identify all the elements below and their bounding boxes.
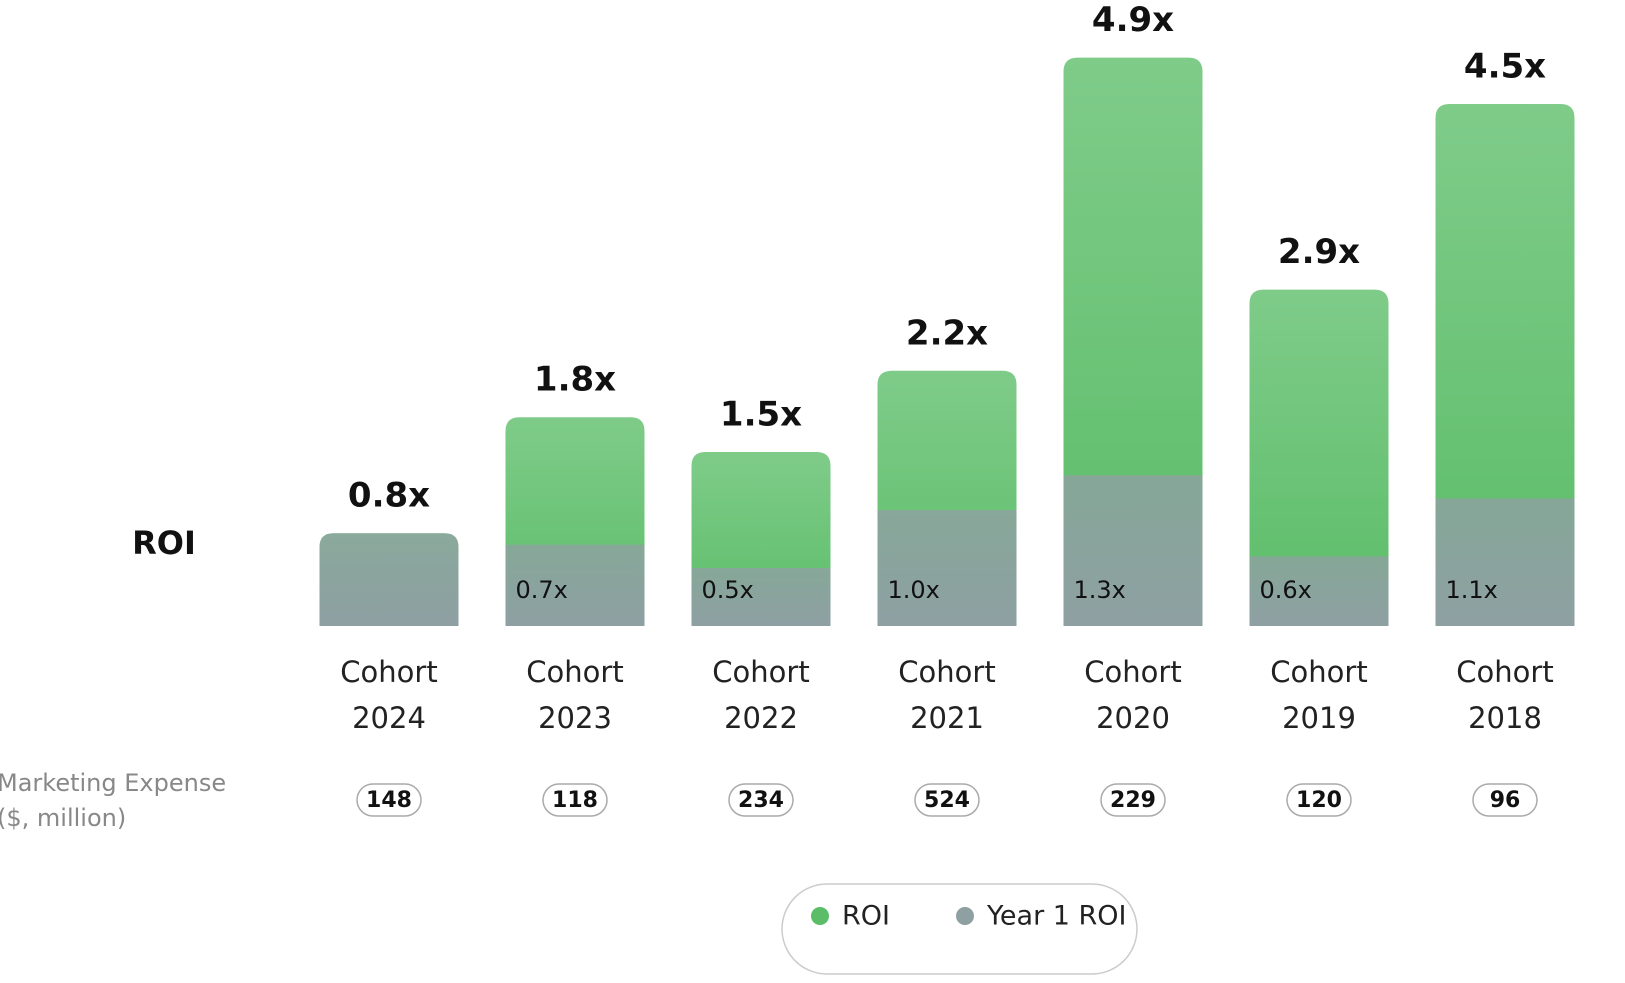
expense-pill (728, 783, 794, 817)
year1-label: 1.1x (1446, 576, 1498, 604)
year1-label: 0.7x (516, 576, 568, 604)
year1-bar (1435, 498, 1575, 626)
expense-pill (542, 783, 608, 817)
expense-pill (356, 783, 422, 817)
category-label: Cohort 2023 (526, 655, 624, 735)
expense-value: 234 (738, 788, 784, 813)
year1-label: 0.5x (702, 576, 754, 604)
roi-label: 2.2x (906, 313, 988, 353)
expense-value: 120 (1296, 788, 1342, 813)
legend-dot (811, 907, 829, 925)
year1-label: 0.6x (1260, 576, 1312, 604)
year1-bar (691, 568, 831, 626)
roi-bar (1435, 104, 1575, 626)
roi-label: 1.5x (720, 395, 802, 435)
category-label: Cohort 2021 (898, 655, 996, 735)
category-label: Cohort 2024 (340, 655, 438, 735)
roi-label: 0.8x (348, 476, 430, 516)
expense-value: 148 (366, 788, 412, 813)
legend-dot (956, 907, 974, 925)
year1-label: 1.3x (1074, 576, 1126, 604)
legend-label: ROI (842, 901, 890, 932)
year1-bar (1249, 556, 1389, 626)
category-label: Cohort 2020 (1084, 655, 1182, 735)
roi-label: 4.5x (1464, 47, 1546, 87)
expense-pill (1472, 783, 1538, 817)
year1-bar (877, 510, 1017, 626)
expense-value: 96 (1490, 788, 1521, 813)
roi-label: 1.8x (534, 360, 616, 400)
year1-bar (319, 533, 459, 626)
expense-label: Marketing Expense ($, million) (0, 769, 227, 832)
roi-label: 4.9x (1092, 0, 1174, 40)
legend-label: Year 1 ROI (986, 901, 1126, 932)
category-label: Cohort 2019 (1270, 655, 1368, 735)
year1-bar (505, 544, 645, 626)
roi-label: 2.9x (1278, 232, 1360, 272)
roi-bar (1249, 289, 1389, 626)
year1-label: 1.0x (888, 576, 940, 604)
expense-pill (1100, 783, 1166, 817)
expense-value: 229 (1110, 788, 1156, 813)
expense-pill (914, 783, 980, 817)
category-label: Cohort 2022 (712, 655, 810, 735)
year1-bar (1063, 475, 1203, 626)
legend-box (781, 883, 1138, 975)
expense-pill (1286, 783, 1352, 817)
category-label: Cohort 2018 (1456, 655, 1554, 735)
y-label: ROI (132, 524, 196, 562)
expense-value: 118 (552, 788, 598, 813)
expense-value: 524 (924, 788, 970, 813)
